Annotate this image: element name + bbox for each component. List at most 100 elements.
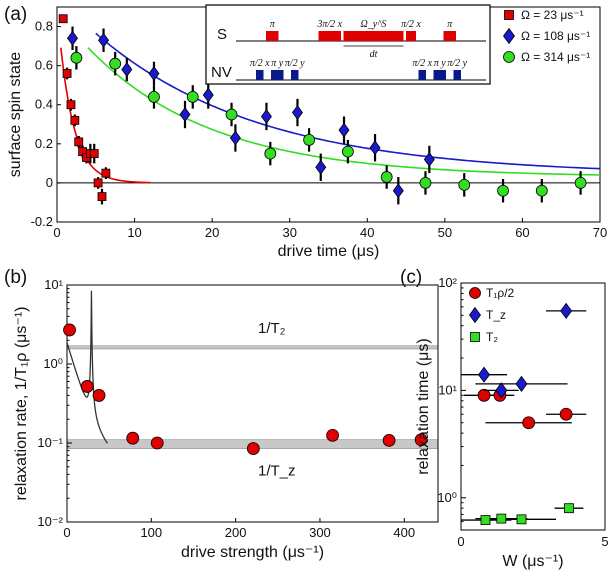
inset-nv-pulse bbox=[433, 70, 446, 80]
data-point bbox=[291, 105, 303, 120]
data-point bbox=[423, 152, 435, 167]
data-point bbox=[62, 69, 72, 78]
data-point bbox=[246, 442, 260, 455]
band-0 bbox=[66, 345, 439, 350]
data-point bbox=[70, 51, 83, 64]
theory-curve bbox=[67, 290, 109, 444]
data-point bbox=[515, 375, 528, 392]
data-point bbox=[315, 159, 327, 175]
legend-label: Ω = 314 μs⁻¹ bbox=[521, 50, 590, 64]
legend-marker bbox=[503, 51, 515, 63]
y-tick-label: 0.2 bbox=[35, 136, 53, 151]
inset-nv-pulse-label: π/2 y bbox=[447, 58, 467, 69]
inset-s-pulse-label: 3π/2 x bbox=[316, 19, 342, 30]
x-tick-label: 5 bbox=[601, 534, 608, 549]
data-point bbox=[92, 389, 106, 402]
legend-label: T₂ bbox=[486, 330, 498, 344]
series-red bbox=[463, 388, 587, 430]
y-tick-label: -0.2 bbox=[31, 214, 53, 229]
legend-label: T_z bbox=[486, 308, 506, 322]
inset-nv-pulse-label: π y bbox=[434, 58, 447, 69]
theory-group bbox=[67, 290, 109, 444]
inset-s-pulse-label: π bbox=[447, 19, 453, 30]
panel-c: 0 5 10⁰ 10¹ 10² W (μs⁻¹) relaxation time (μs) (… bbox=[400, 267, 609, 570]
legend: Ω = 23 μs⁻¹ Ω = 108 μs⁻¹ Ω = 314 μs⁻¹ bbox=[503, 8, 590, 64]
data-point bbox=[148, 91, 160, 103]
data-point bbox=[89, 149, 99, 158]
band-label-tz: 1/T_z bbox=[258, 463, 296, 480]
legend: T₁ρ/2 T_z T₂ bbox=[469, 286, 515, 344]
x-axis-label: drive time (μs) bbox=[278, 243, 380, 260]
y-tick-label: 10¹ bbox=[438, 382, 457, 397]
x-tick-label: 30 bbox=[282, 225, 296, 240]
data-point bbox=[369, 140, 381, 156]
data-point bbox=[574, 177, 587, 189]
data-point bbox=[225, 108, 238, 121]
band-label-t2: 1/T₂ bbox=[258, 320, 286, 337]
data-point bbox=[148, 66, 160, 81]
x-tick-label: 60 bbox=[515, 225, 529, 240]
data-point bbox=[229, 130, 241, 146]
data-point bbox=[341, 145, 354, 158]
inset-s-pulse bbox=[443, 31, 456, 41]
panel-label: (c) bbox=[400, 267, 422, 288]
legend-marker bbox=[504, 10, 514, 20]
data-point bbox=[93, 178, 103, 188]
inset-nv-pulse bbox=[291, 70, 299, 80]
y-tick-label: 0 bbox=[46, 175, 53, 190]
y-axis-label: relaxation rate, 1/T₁ρ (μs⁻¹) bbox=[13, 307, 30, 501]
x-tick-label: 400 bbox=[393, 525, 415, 540]
inset-nv-pulse bbox=[418, 70, 426, 80]
legend-label: Ω = 23 μs⁻¹ bbox=[521, 8, 584, 22]
data-point bbox=[380, 171, 393, 183]
inset-s-pulse-label: π bbox=[270, 19, 276, 30]
data-point bbox=[522, 416, 536, 430]
data-point bbox=[109, 57, 122, 70]
series-red bbox=[58, 14, 111, 205]
data-point bbox=[480, 515, 491, 525]
inset-nv-pulse-label: π/2 x bbox=[412, 58, 432, 69]
panel-label: (a) bbox=[4, 4, 27, 25]
x-tick-label: 40 bbox=[360, 225, 374, 240]
data-point bbox=[419, 177, 432, 189]
x-tick-label: 70 bbox=[593, 225, 607, 240]
y-tick-label: 10⁻¹ bbox=[37, 435, 63, 450]
x-tick-label: 20 bbox=[205, 225, 219, 240]
data-point bbox=[414, 433, 428, 447]
legend-marker bbox=[470, 332, 480, 342]
inset-s-pulse bbox=[318, 31, 341, 41]
x-tick-label: 300 bbox=[309, 525, 331, 540]
data-point bbox=[98, 32, 110, 48]
data-point bbox=[101, 168, 111, 178]
data-point bbox=[58, 14, 68, 24]
x-axis-label: drive strength (μs⁻¹) bbox=[181, 544, 324, 561]
series-green bbox=[70, 46, 587, 203]
inset-s-pulse bbox=[406, 31, 416, 41]
data-point bbox=[121, 62, 133, 77]
inset-nv-pulse-label: π/2 y bbox=[285, 58, 305, 69]
data-point bbox=[186, 91, 199, 103]
data-point bbox=[392, 183, 404, 199]
series-green bbox=[461, 503, 584, 525]
inset-s-pulse-label: π/2 x bbox=[401, 19, 421, 30]
y-tick-label: 0.8 bbox=[35, 19, 53, 34]
data-point bbox=[179, 107, 191, 122]
data-point bbox=[497, 184, 509, 197]
inset-nv-pulse bbox=[271, 70, 284, 80]
inset-nv-pulse-label: π/2 x bbox=[250, 58, 270, 69]
inset-nv-pulse-label: π y bbox=[271, 58, 284, 69]
legend-marker bbox=[469, 306, 481, 324]
y-tick-label: 10⁰ bbox=[437, 490, 457, 505]
series-blue bbox=[67, 26, 435, 205]
x-tick-label: 10 bbox=[127, 225, 141, 240]
inset-s-pulse bbox=[343, 31, 404, 41]
y-axis-label: relaxation time (μs) bbox=[415, 338, 432, 474]
data-point bbox=[80, 380, 94, 393]
data-point bbox=[264, 147, 277, 160]
data-point bbox=[516, 514, 527, 525]
inset-row-s: S bbox=[217, 26, 227, 43]
legend-marker bbox=[503, 27, 515, 45]
data-point bbox=[150, 436, 164, 450]
